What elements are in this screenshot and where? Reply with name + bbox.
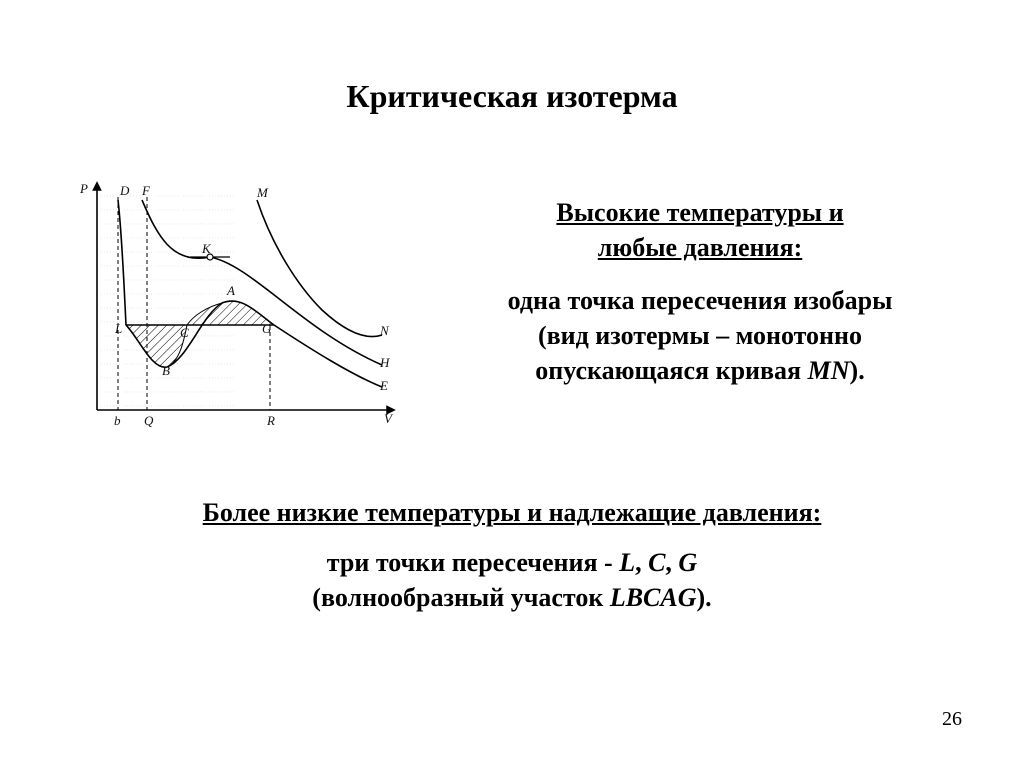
slide-title: Критическая изотерма bbox=[0, 78, 1024, 115]
svg-text:D: D bbox=[119, 183, 130, 198]
svg-text:M: M bbox=[256, 185, 269, 200]
isotherm-diagram: ······· ·········· ········ ········ ···… bbox=[62, 175, 402, 435]
svg-text:Q: Q bbox=[144, 413, 154, 428]
hdr-line2: любые давления bbox=[598, 233, 794, 262]
svg-text:······· ·········· ········ ··: ······· ·········· ········ ········ ···… bbox=[100, 205, 235, 215]
low-temp-header: Более низкие температуры и надлежащие да… bbox=[0, 498, 1024, 528]
sep1: , bbox=[635, 548, 648, 577]
pt-l: L bbox=[619, 548, 635, 577]
svg-text:V: V bbox=[384, 411, 394, 426]
pt-g: G bbox=[678, 548, 697, 577]
svg-text:······· ·········· ········ ··: ······· ·········· ········ ········ ···… bbox=[100, 261, 235, 271]
body-line3a: опускающаяся кривая bbox=[535, 356, 807, 385]
svg-text:G: G bbox=[262, 321, 272, 336]
svg-text:F: F bbox=[141, 183, 151, 198]
body-line1: одна точка пересечения изобары bbox=[508, 286, 893, 315]
svg-text:K: K bbox=[201, 241, 212, 256]
svg-text:B: B bbox=[162, 363, 170, 378]
low-hdr-colon: : bbox=[813, 498, 822, 527]
low-line2a: (волнообразный участок bbox=[312, 583, 610, 612]
hdr-line1: Высокие температуры и bbox=[556, 198, 843, 227]
hdr-colon: : bbox=[794, 233, 803, 262]
pt-c: C bbox=[648, 548, 665, 577]
svg-text:H: H bbox=[379, 355, 390, 370]
curve-mn: MN bbox=[808, 356, 850, 385]
low-line1a: три точки пересечения - bbox=[327, 548, 619, 577]
low-line2b: ). bbox=[697, 583, 712, 612]
body-close: ). bbox=[850, 356, 865, 385]
high-temp-header: Высокие температуры и любые давления: bbox=[430, 195, 970, 265]
high-temp-block: Высокие температуры и любые давления: од… bbox=[430, 195, 970, 388]
svg-text:L: L bbox=[114, 321, 122, 336]
svg-text:C: C bbox=[180, 325, 189, 340]
segment-lbcag: LBCAG bbox=[610, 583, 697, 612]
low-hdr-text: Более низкие температуры и надлежащие да… bbox=[203, 498, 813, 527]
svg-text:······· ·········· ········ ··: ······· ·········· ········ ········ ···… bbox=[100, 247, 235, 257]
svg-text:······· ·········· ········ ··: ······· ·········· ········ ········ ···… bbox=[100, 289, 235, 299]
low-temp-body: три точки пересечения - L, C, G (волнооб… bbox=[0, 545, 1024, 615]
svg-text:A: A bbox=[226, 283, 235, 298]
body-line2: (вид изотермы – монотонно bbox=[538, 321, 862, 350]
svg-text:P: P bbox=[79, 181, 88, 196]
svg-text:······· ·········· ········ ··: ······· ·········· ········ ········ ···… bbox=[100, 275, 235, 285]
sep2: , bbox=[665, 548, 678, 577]
svg-text:······· ·········· ········ ··: ······· ·········· ········ ········ ···… bbox=[100, 387, 235, 397]
svg-text:R: R bbox=[266, 413, 275, 428]
page-number: 26 bbox=[942, 708, 962, 731]
svg-text:E: E bbox=[379, 378, 388, 393]
svg-text:b: b bbox=[114, 413, 121, 428]
svg-text:N: N bbox=[379, 323, 390, 338]
high-temp-body: одна точка пересечения изобары (вид изот… bbox=[430, 283, 970, 388]
